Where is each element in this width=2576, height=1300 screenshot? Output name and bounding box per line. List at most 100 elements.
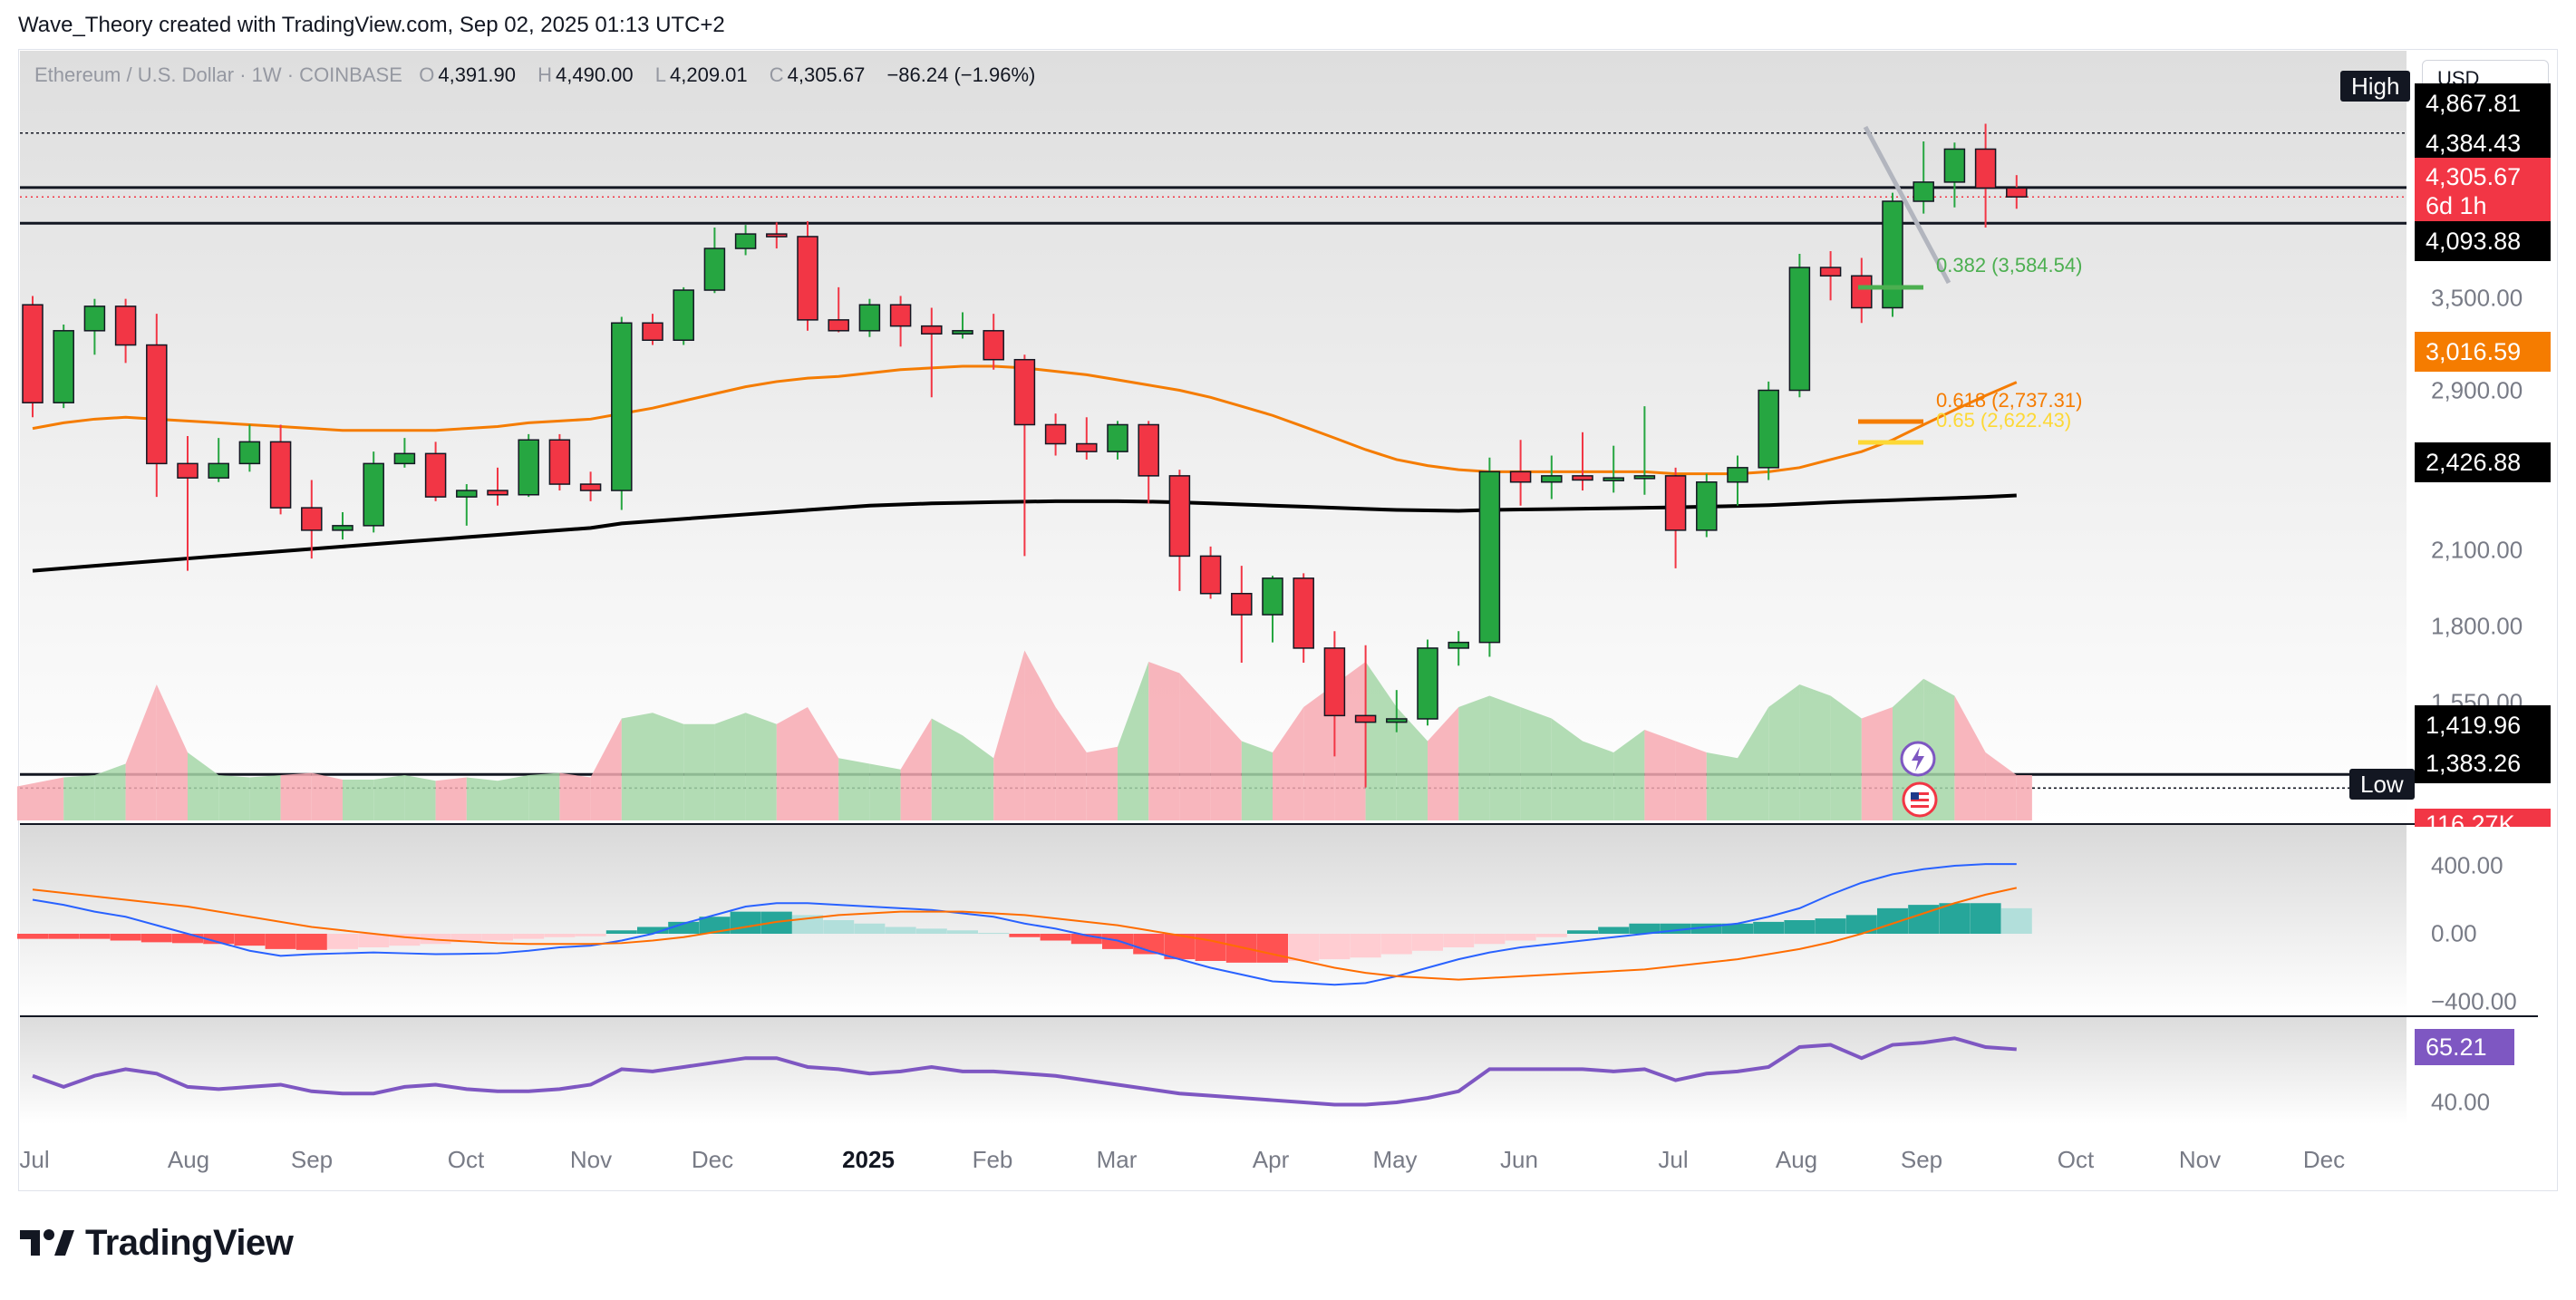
candle-body (518, 439, 539, 496)
candle-body (1633, 475, 1656, 480)
macd-histogram-bar (482, 934, 513, 941)
macd-histogram-bar (699, 917, 731, 934)
volume-area (963, 735, 994, 820)
price-badge: 3,016.59 (2415, 332, 2551, 372)
volume-area (1644, 730, 1676, 820)
volume-area (1458, 695, 1490, 820)
volume-area (1024, 650, 1056, 820)
candle-body (1882, 200, 1903, 309)
candle-body (22, 304, 44, 403)
volume-area (435, 777, 467, 820)
candle-body (828, 319, 849, 332)
volume-area (1303, 684, 1335, 820)
candle-body (579, 483, 602, 491)
volume-area (714, 713, 746, 820)
price-badge-value: 4,093.88 (2426, 228, 2522, 255)
candle-body (611, 322, 633, 491)
price-badge-value: 1,383.26 (2426, 750, 2522, 777)
volume-area (900, 718, 932, 820)
candle-body (487, 490, 508, 496)
candle-body (1323, 647, 1346, 717)
macd-histogram-bar (110, 934, 141, 941)
price-badge-value: 1,419.96 (2426, 712, 2522, 739)
macd-histogram-bar (17, 934, 48, 939)
volume-area (1954, 695, 1986, 820)
volume-area (683, 723, 715, 820)
macd-histogram-bar (203, 934, 235, 945)
bar-countdown: 6d 1h (2426, 192, 2487, 219)
macd-histogram-bar (1660, 923, 1691, 934)
candle-body (858, 304, 881, 332)
candle-body (1943, 148, 1966, 183)
candle-body (424, 452, 447, 498)
macd-histogram-bar (1753, 921, 1785, 934)
candle-body (1076, 442, 1098, 452)
volume-area (218, 775, 250, 820)
macd-histogram-bar (1474, 934, 1506, 945)
macd-histogram-bar (1288, 934, 1320, 961)
volume-area (869, 763, 901, 820)
macd-histogram-bar (140, 934, 172, 943)
candle-body (642, 322, 663, 341)
volume-area (466, 777, 498, 820)
candle-body (1478, 471, 1501, 644)
macd-histogram-bar (1629, 923, 1661, 934)
tradingview-mark-icon (18, 1227, 76, 1259)
tradingview-logo[interactable]: TradingView (18, 1220, 294, 1266)
time-tick-label: Sep (1900, 1146, 1943, 1173)
time-tick-label: Nov (2178, 1146, 2222, 1173)
volume-area (1489, 695, 1521, 820)
price-badge-value: 4,867.81 (2426, 90, 2522, 117)
candle-body (83, 306, 106, 332)
fib-065-label: 0.65 (2,622.43) (1936, 409, 2072, 432)
time-tick-label: Apr (1252, 1146, 1290, 1173)
candle-body (1541, 475, 1563, 483)
macd-histogram-bar (1443, 934, 1475, 947)
time-tick-label: Nov (569, 1146, 613, 1173)
macd-histogram-bar (450, 934, 482, 943)
price-badge-value: 3,016.59 (2426, 338, 2522, 365)
chart-attribution: Wave_Theory created with TradingView.com… (18, 13, 725, 37)
volume-area (1675, 741, 1707, 820)
candle-body (1788, 267, 1811, 392)
price-tick-label: 1,800.00 (2431, 612, 2523, 640)
low-value: 4,209.01 (670, 63, 748, 86)
macd-histogram-bar (1845, 915, 1877, 934)
candle-body (1386, 718, 1408, 723)
candle-body (1509, 471, 1532, 483)
macd-histogram-bar (637, 926, 668, 934)
volume-area (1551, 718, 1583, 820)
candle-body (673, 289, 694, 341)
volume-area (590, 718, 622, 820)
price-badge: 116.27K (2415, 809, 2551, 827)
candle-body (1448, 641, 1469, 649)
macd-histogram-bar (1722, 923, 1753, 934)
volume-area (559, 772, 591, 820)
macd-histogram-bar (1598, 926, 1630, 934)
volume-area (1179, 673, 1211, 820)
candle-body (114, 306, 137, 346)
price-pane-background (20, 51, 2407, 823)
volume-area (1520, 707, 1552, 820)
flash-icon[interactable] (1896, 739, 1940, 783)
us-flag-icon[interactable] (1902, 781, 1938, 822)
macd-histogram-bar (730, 911, 761, 934)
candle-body (1758, 389, 1779, 469)
volume-area (745, 713, 777, 820)
volume-area (2016, 775, 2032, 820)
volume-area (1241, 741, 1273, 820)
volume-area (498, 775, 529, 820)
candle-body (1819, 267, 1842, 277)
volume-area (94, 763, 126, 820)
volume-area (1613, 730, 1645, 820)
candle-body (363, 462, 384, 527)
volume-area (621, 713, 653, 820)
price-badge-value: 4,305.67 (2426, 163, 2522, 190)
volume-area (280, 772, 312, 820)
volume-area (1830, 695, 1862, 820)
high-key: H (537, 63, 552, 86)
volume-area (1738, 707, 1769, 820)
macd-histogram-bar (2000, 907, 2032, 934)
macd-histogram-bar (1690, 923, 1722, 934)
